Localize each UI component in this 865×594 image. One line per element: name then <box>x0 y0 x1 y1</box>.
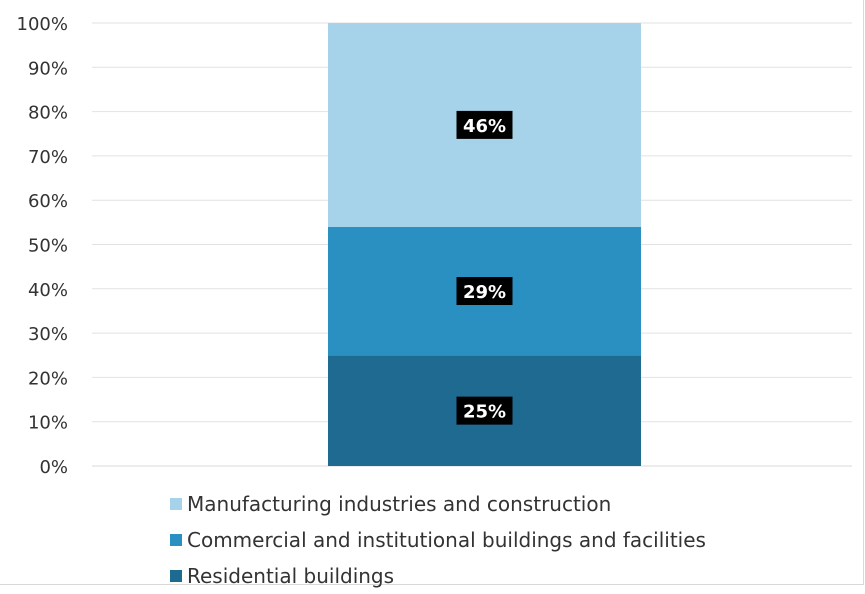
legend-item-commercial: Commercial and institutional buildings a… <box>170 522 850 558</box>
y-tick-label: 100% <box>17 14 68 35</box>
y-tick-label: 40% <box>28 280 68 301</box>
y-tick-label: 90% <box>28 58 68 79</box>
y-tick-label: 60% <box>28 191 68 212</box>
data-label: 46% <box>463 116 506 137</box>
y-tick-label: 20% <box>28 368 68 389</box>
data-label-background <box>456 396 513 425</box>
data-label: 25% <box>463 402 506 423</box>
legend-item-residential: Residential buildings <box>170 558 850 594</box>
y-tick-label: 10% <box>28 413 68 434</box>
y-tick-label: 30% <box>28 324 68 345</box>
legend-label-residential: Residential buildings <box>187 564 395 588</box>
y-tick-label: 70% <box>28 147 68 168</box>
data-label-background <box>456 277 513 306</box>
legend-swatch-residential <box>170 570 182 582</box>
legend-label-manufacturing: Manufacturing industries and constructio… <box>187 492 612 516</box>
data-label: 29% <box>463 282 506 303</box>
legend-item-manufacturing: Manufacturing industries and constructio… <box>170 486 850 522</box>
y-tick-label: 80% <box>28 103 68 124</box>
data-label-background <box>456 110 513 139</box>
legend-swatch-manufacturing <box>170 498 182 510</box>
y-tick-label: 0% <box>39 457 68 478</box>
y-tick-label: 50% <box>28 236 68 257</box>
stacked-bar-chart: 0% 10% 20% 30% 40% 50% 60% 70% 80% 90% 100% 25% 29% 4… <box>17 14 852 478</box>
legend: Manufacturing industries and constructio… <box>170 486 850 594</box>
legend-label-commercial: Commercial and institutional buildings a… <box>187 528 706 552</box>
legend-swatch-commercial <box>170 534 182 546</box>
